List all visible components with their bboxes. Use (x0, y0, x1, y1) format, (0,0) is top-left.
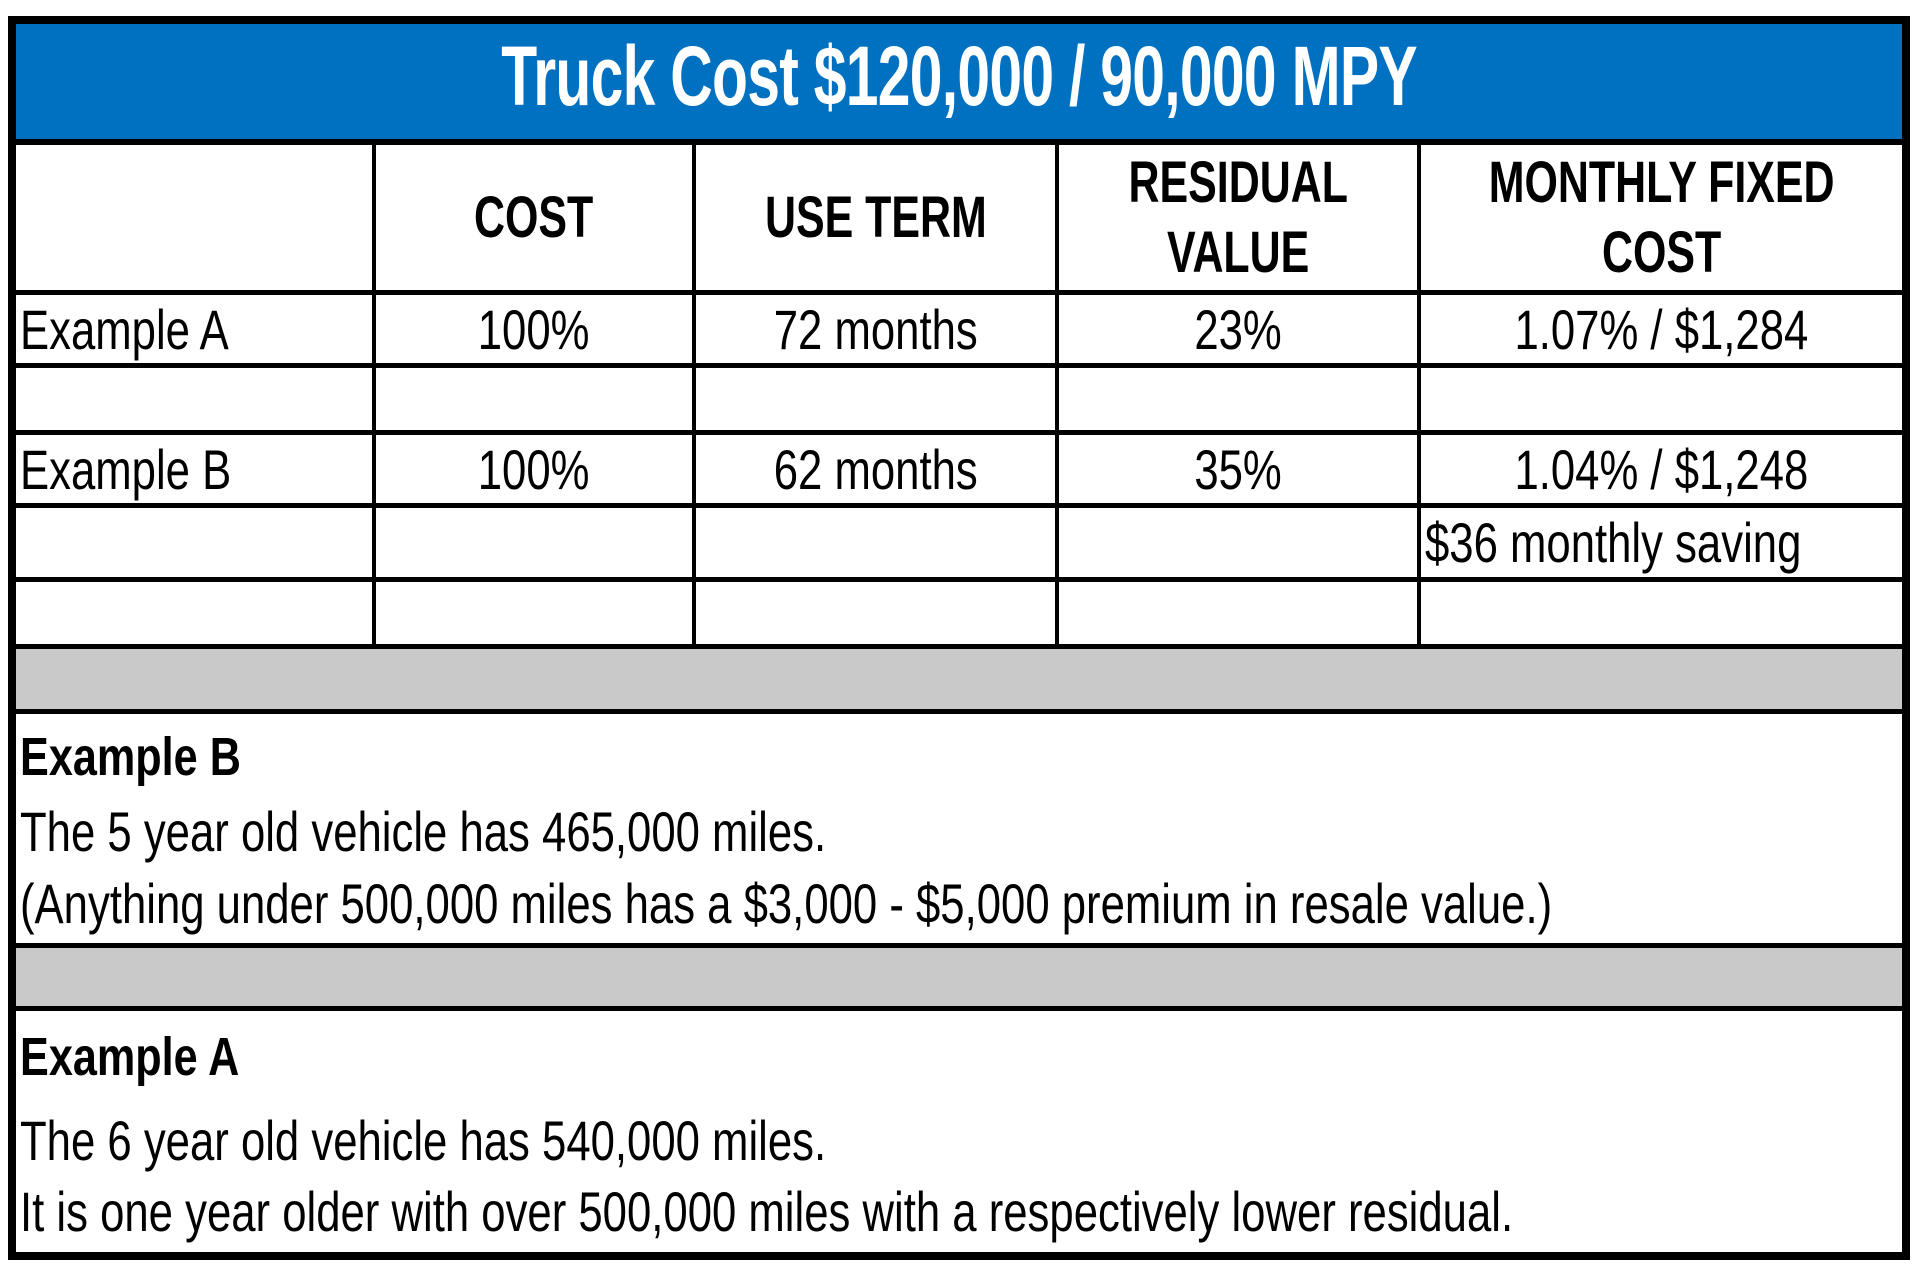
column-divider (1055, 145, 1059, 649)
cell-residual: 35% (1194, 437, 1282, 501)
cell-cost: 100% (478, 297, 590, 361)
column-divider (372, 145, 376, 649)
section-divider (16, 1006, 1902, 1011)
column-divider (1417, 145, 1421, 649)
header-cell-label (16, 145, 372, 290)
separator-band (16, 649, 1902, 709)
cell-use-term: 62 months (773, 437, 978, 501)
row-divider (16, 644, 1902, 649)
section-divider (16, 943, 1902, 948)
note-title-example-a: Example A (20, 1027, 240, 1087)
note-line: The 6 year old vehicle has 540,000 miles… (20, 1109, 827, 1172)
row-label-example-b: Example B (20, 437, 232, 501)
section-divider (16, 709, 1902, 714)
header-cell-monthly-fixed-cost: MONTHLY FIXED COST (1488, 149, 1835, 285)
table-title: Truck Cost $120,000 / 90,000 MPY (501, 29, 1417, 123)
header-cell-use-term: USE TERM (764, 184, 987, 250)
note-line: (Anything under 500,000 miles has a $3,0… (20, 872, 1553, 935)
blank-row (16, 582, 372, 644)
cell-use-term: 72 months (773, 297, 978, 361)
cell-residual: 23% (1194, 297, 1282, 361)
separator-band (16, 948, 1902, 1006)
note-line: It is one year older with over 500,000 m… (20, 1180, 1514, 1243)
note-line: The 5 year old vehicle has 465,000 miles… (20, 800, 827, 863)
row-divider (16, 503, 1902, 508)
header-cell-cost: COST (474, 184, 594, 250)
note-title-example-b: Example B (20, 727, 241, 787)
column-divider (692, 145, 696, 649)
cell-monthly-fixed-cost: 1.04% / $1,248 (1514, 437, 1809, 501)
title-band: Truck Cost $120,000 / 90,000 MPY (16, 24, 1902, 145)
row-divider (16, 577, 1902, 582)
cell-monthly-fixed-cost: 1.07% / $1,284 (1514, 297, 1809, 361)
row-label-example-a: Example A (20, 297, 229, 361)
blank-row (16, 368, 372, 430)
row-divider (16, 290, 1902, 295)
header-cell-residual-value: RESIDUAL VALUE (1128, 149, 1348, 285)
cell-cost: 100% (478, 437, 590, 501)
row-divider (16, 363, 1902, 368)
row-divider (16, 430, 1902, 435)
truck-cost-table: Truck Cost $120,000 / 90,000 MPY COST US… (8, 16, 1910, 1260)
monthly-saving-note: $36 monthly saving (1425, 511, 1802, 574)
